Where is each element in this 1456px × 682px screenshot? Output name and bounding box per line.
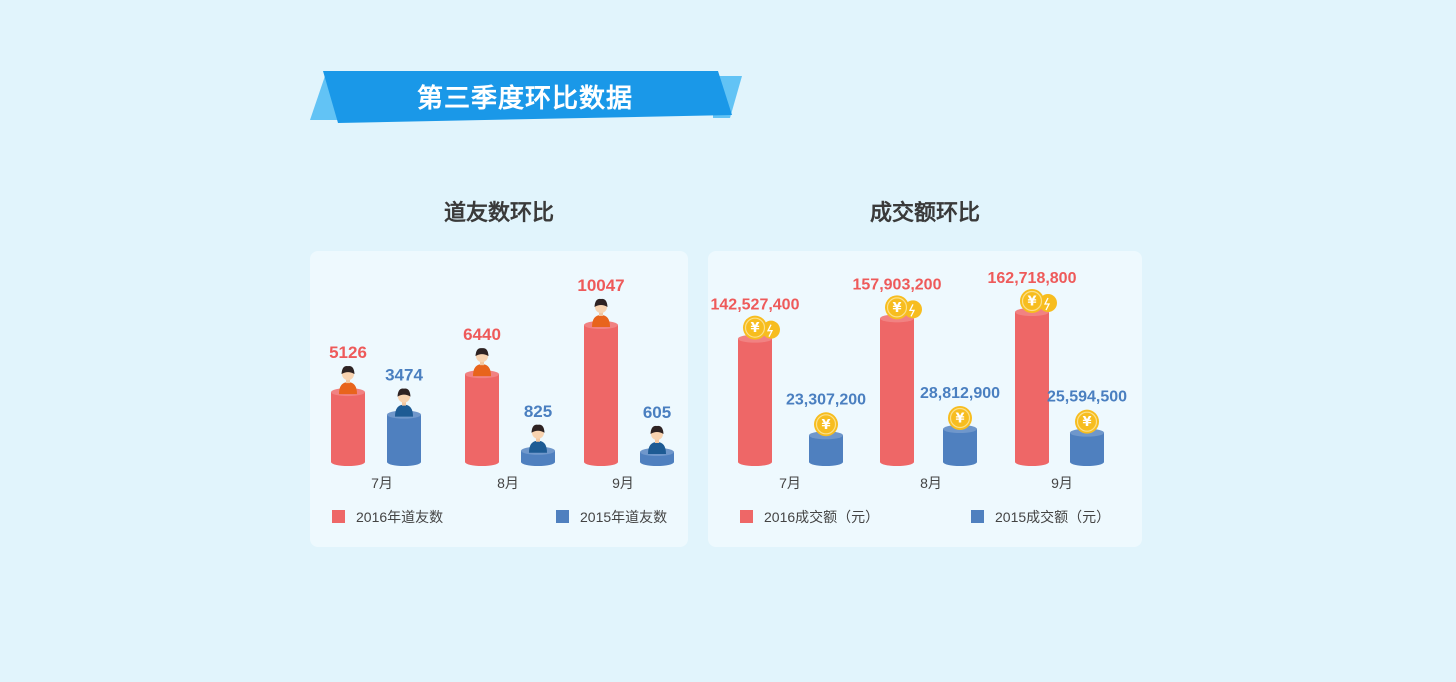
coins-icon: ¥ bbox=[885, 295, 922, 320]
value-label: 605 bbox=[643, 403, 671, 422]
legend-swatch-2016 bbox=[332, 510, 345, 523]
chart-panel-turnover: ¥142,527,400 ¥23,307,200 7月 ¥157,903,200 ¥28… bbox=[708, 251, 1142, 547]
bar-2015-3 bbox=[1070, 428, 1104, 466]
bar-2016-1 bbox=[738, 334, 772, 466]
bar-body bbox=[809, 435, 843, 466]
x-tick-label: 8月 bbox=[497, 475, 519, 491]
bar-2015-1 bbox=[387, 410, 421, 466]
bar-body bbox=[1070, 432, 1104, 466]
x-tick-label: 9月 bbox=[612, 475, 634, 491]
bar-body bbox=[738, 338, 772, 466]
banner-ribbon bbox=[310, 71, 742, 123]
coin-icon: ¥ bbox=[948, 406, 972, 430]
value-label: 157,903,200 bbox=[853, 276, 942, 293]
x-tick-label: 7月 bbox=[371, 475, 393, 491]
value-label: 142,527,400 bbox=[711, 297, 800, 314]
value-label: 28,812,900 bbox=[920, 385, 1000, 402]
person-icon bbox=[473, 348, 491, 377]
svg-text:¥: ¥ bbox=[750, 321, 759, 336]
value-label: 162,718,800 bbox=[988, 270, 1077, 287]
x-tick-label: 7月 bbox=[779, 475, 801, 491]
bar-body bbox=[387, 414, 421, 466]
person-icon bbox=[648, 425, 666, 454]
value-label: 10047 bbox=[577, 276, 624, 295]
bar-body bbox=[331, 392, 365, 466]
chart-panel-friends: 5126 3474 7月 6440 825 8月 10047 605 9月 2016年道友数 2… bbox=[310, 251, 688, 547]
bar-body bbox=[465, 374, 499, 466]
person-icon bbox=[395, 388, 413, 417]
bar-body bbox=[521, 450, 555, 466]
svg-text:¥: ¥ bbox=[821, 418, 830, 433]
svg-text:¥: ¥ bbox=[892, 301, 901, 316]
coin-icon: ¥ bbox=[1075, 409, 1099, 434]
person-icon bbox=[529, 424, 547, 453]
bar-2016-2 bbox=[880, 314, 914, 466]
bar-2016-1 bbox=[331, 388, 365, 466]
value-label: 25,594,500 bbox=[1047, 389, 1127, 406]
svg-text:¥: ¥ bbox=[955, 412, 964, 427]
coins-icon: ¥ bbox=[1020, 289, 1057, 313]
chart-friends: 5126 3474 7月 6440 825 8月 10047 605 9月 bbox=[329, 276, 674, 491]
legend-item-2016: 2016年道友数 bbox=[332, 507, 443, 527]
x-tick-label: 9月 bbox=[1051, 475, 1073, 491]
person-icon bbox=[339, 366, 357, 395]
legend-label-2015: 2015年道友数 bbox=[580, 509, 668, 525]
bar-body bbox=[584, 324, 618, 466]
value-label: 23,307,200 bbox=[786, 391, 866, 408]
value-label: 3474 bbox=[385, 366, 423, 385]
svg-text:¥: ¥ bbox=[1027, 295, 1036, 310]
page-title: 第三季度环比数据 bbox=[416, 83, 633, 113]
legend-label-2016: 2016年道友数 bbox=[356, 509, 444, 525]
bar-2016-3 bbox=[1015, 308, 1049, 466]
legend-item-2016: 2016成交额（元） bbox=[740, 507, 879, 527]
value-label: 6440 bbox=[463, 325, 501, 344]
coin-icon: ¥ bbox=[814, 412, 838, 437]
bar-2016-2 bbox=[465, 370, 499, 466]
bar-body bbox=[1015, 312, 1049, 466]
legend-swatch-2015 bbox=[556, 510, 569, 523]
value-label: 5126 bbox=[329, 343, 367, 362]
legend-swatch-2015 bbox=[971, 510, 984, 523]
chart-title-turnover: 成交额环比 bbox=[869, 200, 980, 225]
bar-2016-3 bbox=[584, 320, 618, 466]
svg-text:¥: ¥ bbox=[1082, 415, 1091, 430]
person-icon bbox=[592, 298, 610, 327]
x-tick-label: 8月 bbox=[920, 475, 942, 491]
bar-body bbox=[943, 429, 977, 466]
legend-label-2016: 2016成交额（元） bbox=[764, 509, 880, 525]
legend-item-2015: 2015年道友数 bbox=[556, 507, 667, 527]
bar-body bbox=[640, 452, 674, 466]
legend-label-2015: 2015成交额（元） bbox=[995, 509, 1111, 525]
bar-2015-1 bbox=[809, 431, 843, 466]
value-label: 825 bbox=[524, 402, 552, 421]
legend-swatch-2016 bbox=[740, 510, 753, 523]
chart-turnover: ¥142,527,400 ¥23,307,200 7月 ¥157,903,200 ¥28… bbox=[711, 270, 1128, 491]
coins-icon: ¥ bbox=[743, 315, 780, 340]
bar-2015-2 bbox=[943, 425, 977, 466]
chart-title-friends: 道友数环比 bbox=[443, 200, 554, 225]
legend-item-2015: 2015成交额（元） bbox=[971, 507, 1110, 527]
bar-body bbox=[880, 318, 914, 466]
